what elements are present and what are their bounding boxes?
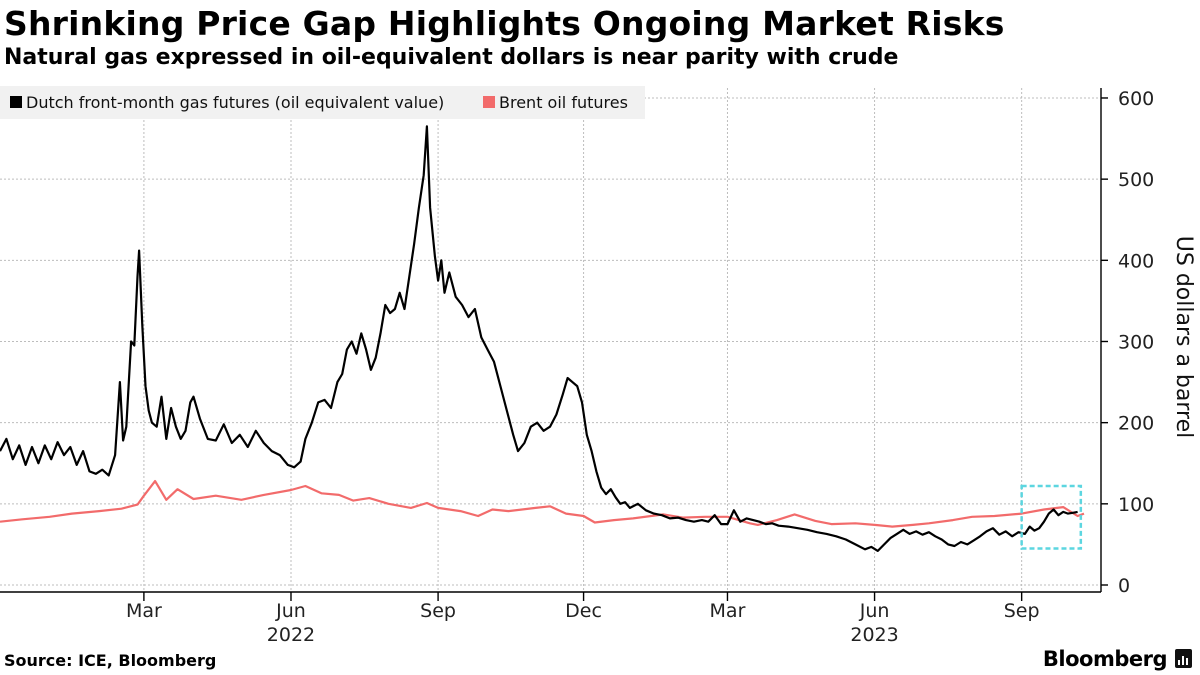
x-tick-label: Mar <box>126 600 162 622</box>
y-tick-label: 300 <box>1118 331 1154 353</box>
grid-lines <box>0 88 1100 592</box>
series-line-brent <box>0 480 1085 528</box>
y-tick-label: 0 <box>1118 575 1130 597</box>
legend-label: Dutch front-month gas futures (oil equiv… <box>26 93 444 112</box>
y-tick-label: 100 <box>1118 494 1154 516</box>
series-line-gas <box>0 125 1078 552</box>
legend-background <box>0 86 645 119</box>
axes: 0 100 200 300 400 500 600 Mar Jun Sep Dec Mar Jun Sep… <box>0 88 1196 646</box>
legend-label: Brent oil futures <box>499 93 628 112</box>
source-note: Source: ICE, Bloomberg <box>4 651 217 670</box>
x-tick-label: Sep <box>1004 600 1040 622</box>
highlight-box <box>1020 484 1083 550</box>
x-tick-label: Sep <box>420 600 456 622</box>
series-layer <box>0 125 1085 552</box>
x-tick-label: Mar <box>710 600 746 622</box>
x-year-label: 2022 <box>267 624 315 646</box>
y-tick-label: 600 <box>1118 88 1154 110</box>
x-year-label: 2023 <box>850 624 898 646</box>
x-tick-label: Jun <box>275 600 306 622</box>
y-tick-label: 500 <box>1118 169 1154 191</box>
x-tick-label: Jun <box>859 600 890 622</box>
y-axis-title: US dollars a barrel <box>1171 236 1196 438</box>
legend-swatch <box>10 96 22 108</box>
legend: Dutch front-month gas futures (oil equiv… <box>10 93 628 112</box>
bloomberg-logo: Bloomberg <box>1042 647 1168 671</box>
legend-swatch <box>483 96 495 108</box>
bloomberg-chart-icon <box>1175 649 1192 668</box>
x-tick-label: Dec <box>565 600 602 622</box>
y-tick-label: 200 <box>1118 413 1154 435</box>
y-tick-label: 400 <box>1118 250 1154 272</box>
chart-subtitle: Natural gas expressed in oil-equivalent … <box>4 45 899 70</box>
chart-title: Shrinking Price Gap Highlights Ongoing M… <box>4 4 1005 43</box>
